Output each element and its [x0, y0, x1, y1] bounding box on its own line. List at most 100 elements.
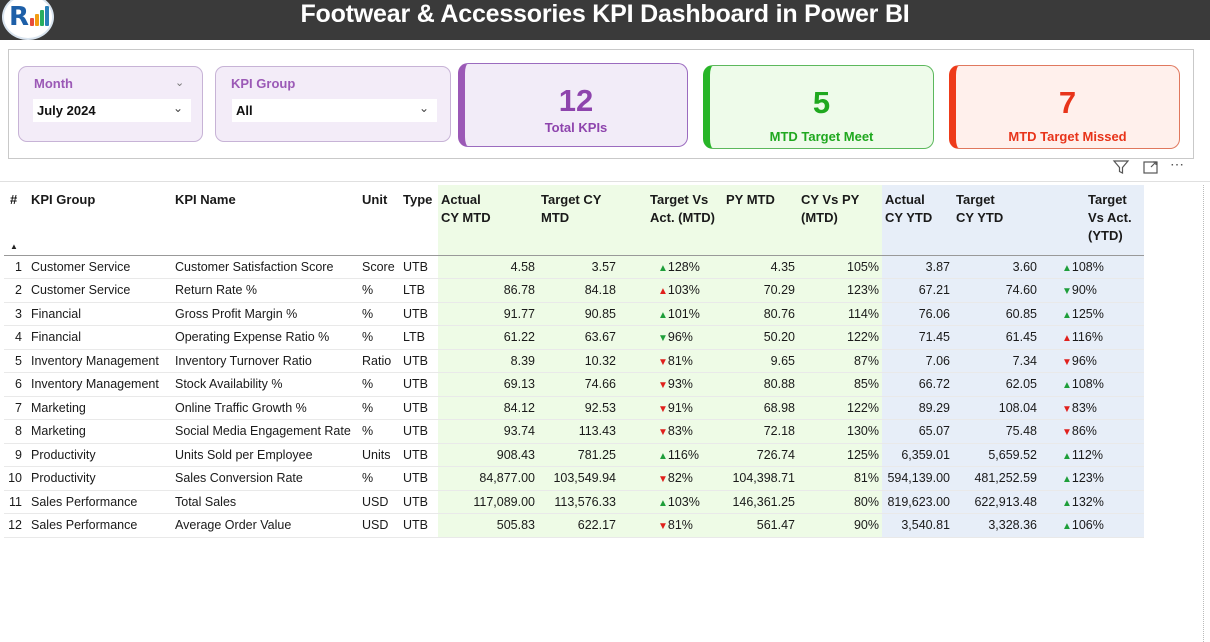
actual-cy-ytd-cell: 819,623.00: [882, 490, 953, 514]
arrow-down-icon: ▼: [658, 356, 668, 368]
row-number: 7: [4, 396, 28, 420]
percent-value: 132%: [1071, 494, 1104, 509]
month-slicer[interactable]: Month ⌄ July 2024 ⌄: [18, 66, 203, 142]
unit-cell: Ratio: [359, 349, 400, 373]
row-number: 4: [4, 325, 28, 350]
table-row[interactable]: 1 Customer Service Customer Satisfaction S…: [4, 255, 1144, 279]
mtd-target-meet-card: 5 MTD Target Meet: [703, 65, 934, 149]
column-header-kpi-group[interactable]: KPI Group: [31, 192, 96, 207]
column-header-actual-cy-mtd[interactable]: Actual CY MTD: [438, 185, 538, 255]
filter-icon[interactable]: [1112, 158, 1130, 179]
table-row[interactable]: 12 Sales Performance Average Order Value US…: [4, 513, 1144, 538]
table-row[interactable]: 10 Productivity Sales Conversion Rate% UTB 8…: [4, 466, 1144, 491]
column-header-py-mtd[interactable]: PY MTD: [723, 185, 798, 255]
more-options-icon[interactable]: ⋯: [1170, 156, 1185, 172]
table-row[interactable]: 11 Sales Performance Total Sales USD UTB 117,…: [4, 490, 1144, 514]
kpi-name-cell: Return Rate %: [172, 278, 359, 303]
table-row[interactable]: 5 Inventory Management Inventory Turnover …: [4, 349, 1144, 373]
table-header-row: # KPI Group KPI Name Unit Type Actual CY…: [4, 185, 1144, 255]
percent-value: 128%: [667, 259, 700, 274]
chevron-down-icon[interactable]: ⌄: [419, 101, 430, 115]
arrow-down-icon: ▼: [1062, 427, 1072, 439]
arrow-down-icon: ▼: [1062, 403, 1072, 415]
target-vs-act-mtd-cell: ▲116%: [622, 443, 723, 467]
logo-icon: R: [2, 0, 54, 40]
sort-ascending-icon[interactable]: ▲: [10, 242, 18, 251]
percent-value: 91%: [667, 400, 693, 415]
arrow-up-icon: ▲: [658, 286, 668, 298]
percent-value: 108%: [1071, 377, 1104, 392]
percent-value: 116%: [667, 447, 699, 462]
arrow-up-icon: ▲: [1062, 380, 1072, 392]
cy-vs-py-mtd-cell: 90%: [798, 513, 882, 538]
column-header-number[interactable]: #: [10, 192, 18, 207]
kpi-group-cell: Productivity: [28, 466, 172, 491]
kpi-group-dropdown[interactable]: All ⌄: [232, 99, 437, 122]
arrow-up-icon: ▲: [1062, 262, 1072, 274]
column-header-target-vs-act-ytd[interactable]: Target Vs Act. (YTD): [1040, 185, 1144, 255]
table-row[interactable]: 7 Marketing Online Traffic Growth %% UTB 84.…: [4, 396, 1144, 420]
column-header-target-cy-mtd[interactable]: Target CY MTD: [538, 185, 622, 255]
actual-cy-ytd-cell: 7.06: [882, 349, 953, 373]
kpi-name-cell: Online Traffic Growth %: [172, 396, 359, 420]
column-header-target-cy-ytd[interactable]: Target CY YTD: [953, 185, 1040, 255]
percent-value: 81%: [667, 518, 693, 533]
arrow-up-icon: ▲: [1062, 497, 1072, 509]
column-header-unit[interactable]: Unit: [362, 192, 388, 207]
kpi-group-cell: Sales Performance: [28, 513, 172, 538]
row-number: 1: [4, 255, 28, 279]
percent-value: 96%: [1071, 353, 1097, 368]
table-row[interactable]: 3 Financial Gross Profit Margin %% UTB 91.77…: [4, 302, 1144, 326]
unit-cell: %: [359, 325, 400, 350]
divider: [0, 181, 1210, 182]
target-vs-act-mtd-cell: ▲103%: [622, 278, 723, 303]
target-vs-act-ytd-cell: ▼90%: [1040, 278, 1144, 303]
column-header-type[interactable]: Type: [403, 192, 433, 207]
target-cy-mtd-cell: 92.53: [538, 396, 622, 420]
kpi-group-slicer-label: KPI Group: [231, 76, 296, 91]
column-header-cy-vs-py-mtd[interactable]: CY Vs PY (MTD): [798, 185, 882, 255]
chevron-down-icon[interactable]: ⌄: [173, 101, 184, 115]
table-row[interactable]: 4 Financial Operating Expense Ratio %% LTB 6…: [4, 325, 1144, 350]
actual-cy-ytd-cell: 67.21: [882, 278, 953, 303]
type-cell: LTB: [400, 278, 438, 303]
table-row[interactable]: 2 Customer Service Return Rate %% LTB 86.78 8…: [4, 278, 1144, 303]
table-row[interactable]: 9 Productivity Units Sold per Employee Unit…: [4, 443, 1144, 467]
type-cell: UTB: [400, 419, 438, 444]
target-cy-mtd-cell: 74.66: [538, 372, 622, 397]
mtd-target-meet-value: 5: [812, 85, 831, 120]
py-mtd-cell: 104,398.71: [723, 466, 798, 491]
unit-cell: %: [359, 278, 400, 303]
percent-value: 112%: [1071, 447, 1103, 462]
type-cell: UTB: [400, 255, 438, 279]
type-cell: UTB: [400, 349, 438, 373]
month-dropdown[interactable]: July 2024 ⌄: [33, 99, 191, 122]
target-cy-ytd-cell: 60.85: [953, 302, 1040, 326]
target-vs-act-mtd-cell: ▼81%: [622, 349, 723, 373]
target-cy-mtd-cell: 84.18: [538, 278, 622, 303]
target-vs-act-mtd-cell: ▲103%: [622, 490, 723, 514]
column-header-actual-cy-ytd[interactable]: Actual CY YTD: [882, 185, 953, 255]
mtd-target-missed-card: 7 MTD Target Missed: [949, 65, 1180, 149]
percent-value: 83%: [667, 424, 693, 439]
column-header-kpi-name[interactable]: KPI Name: [175, 192, 236, 207]
focus-mode-icon[interactable]: [1142, 158, 1160, 179]
kpi-group-slicer[interactable]: KPI Group All ⌄: [215, 66, 451, 142]
unit-cell: %: [359, 466, 400, 491]
table-row[interactable]: 8 Marketing Social Media Engagement Rate% U…: [4, 419, 1144, 444]
actual-cy-mtd-cell: 84,877.00: [438, 466, 538, 491]
column-header-target-vs-act-mtd[interactable]: Target Vs Act. (MTD): [622, 185, 723, 255]
chevron-down-icon[interactable]: ⌄: [175, 77, 185, 89]
cy-vs-py-mtd-cell: 80%: [798, 490, 882, 514]
table-row[interactable]: 6 Inventory Management Stock Availability …: [4, 372, 1144, 397]
actual-cy-ytd-cell: 3,540.81: [882, 513, 953, 538]
arrow-up-icon: ▲: [658, 309, 668, 321]
target-cy-mtd-cell: 3.57: [538, 255, 622, 279]
target-cy-mtd-cell: 103,549.94: [538, 466, 622, 491]
target-cy-ytd-cell: 622,913.48: [953, 490, 1040, 514]
mtd-target-missed-label: MTD Target Missed: [1008, 129, 1127, 144]
arrow-down-icon: ▼: [658, 427, 668, 439]
unit-cell: %: [359, 302, 400, 326]
arrow-down-icon: ▼: [658, 403, 668, 415]
percent-value: 108%: [1071, 259, 1104, 274]
